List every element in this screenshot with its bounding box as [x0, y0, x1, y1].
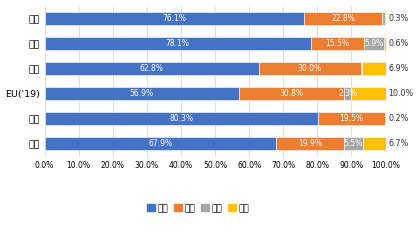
- Bar: [362, 62, 385, 75]
- Text: 76.1%: 76.1%: [162, 15, 186, 23]
- Bar: [44, 12, 304, 26]
- Bar: [259, 62, 361, 75]
- Text: 80.3%: 80.3%: [170, 114, 194, 123]
- Bar: [44, 112, 318, 125]
- Text: 0.3%: 0.3%: [388, 15, 409, 23]
- Bar: [276, 137, 344, 150]
- Text: 10.0%: 10.0%: [388, 89, 414, 99]
- Bar: [352, 88, 385, 100]
- Text: 62.8%: 62.8%: [140, 64, 163, 73]
- Text: 0.6%: 0.6%: [389, 40, 409, 48]
- Bar: [318, 112, 385, 125]
- Text: 5.9%: 5.9%: [364, 40, 383, 48]
- Bar: [44, 88, 239, 100]
- Bar: [239, 88, 344, 100]
- Bar: [363, 137, 385, 150]
- Text: 22.8%: 22.8%: [331, 15, 355, 23]
- Text: 67.9%: 67.9%: [148, 139, 173, 148]
- Text: 56.9%: 56.9%: [129, 89, 154, 99]
- Bar: [311, 37, 364, 51]
- Bar: [304, 12, 382, 26]
- Text: 30.8%: 30.8%: [279, 89, 303, 99]
- Bar: [344, 88, 352, 100]
- Bar: [364, 37, 384, 51]
- Text: 19.5%: 19.5%: [340, 114, 364, 123]
- Bar: [44, 37, 311, 51]
- Bar: [384, 37, 386, 51]
- Text: 2.3%: 2.3%: [338, 89, 357, 99]
- Bar: [44, 62, 259, 75]
- Text: 5.5%: 5.5%: [344, 139, 363, 148]
- Bar: [344, 137, 363, 150]
- Text: 19.9%: 19.9%: [298, 139, 322, 148]
- Bar: [382, 12, 385, 26]
- Legend: 기업, 정부, 기타, 해외: 기업, 정부, 기타, 해외: [143, 200, 253, 216]
- Text: 78.1%: 78.1%: [166, 40, 190, 48]
- Text: 6.7%: 6.7%: [388, 139, 409, 148]
- Bar: [361, 62, 362, 75]
- Text: 15.5%: 15.5%: [325, 40, 349, 48]
- Text: 6.9%: 6.9%: [388, 64, 409, 73]
- Bar: [44, 137, 276, 150]
- Text: 0.2%: 0.2%: [388, 114, 409, 123]
- Text: 30.0%: 30.0%: [298, 64, 322, 73]
